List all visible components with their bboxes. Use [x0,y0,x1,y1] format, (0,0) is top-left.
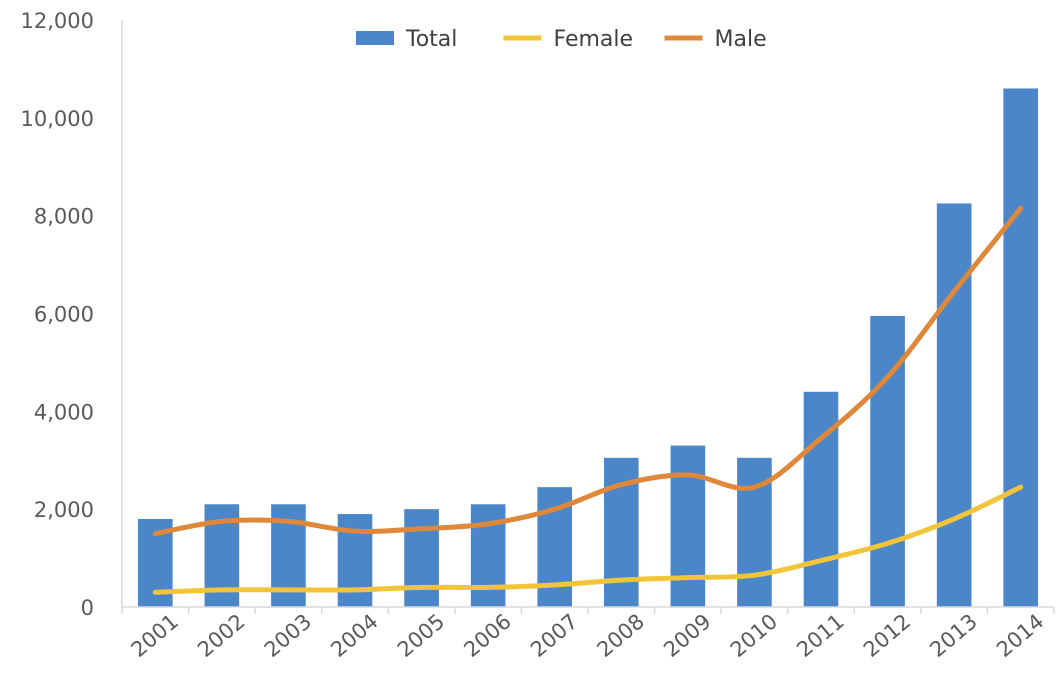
legend-swatch-total [356,31,394,45]
x-tick-label: 2001 [127,609,183,662]
x-tick-label: 2009 [659,609,715,662]
x-tick-label: 2004 [326,609,382,662]
y-axis: 0 2,000 4,000 6,000 8,000 10,000 12,000 [21,9,123,620]
y-tick-label: 4,000 [34,400,94,424]
y-tick-label: 12,000 [21,9,94,33]
x-tick-label: 2005 [393,609,449,662]
line-female [152,484,1024,595]
y-tick-label: 0 [81,596,94,620]
bar-series-total [137,88,1039,607]
bar-total [1003,88,1039,607]
bar-total [936,203,972,607]
legend-label-male: Male [715,27,767,52]
x-tick-label: 2002 [193,609,249,662]
y-tick-label: 2,000 [34,498,94,522]
x-tick-label: 2006 [459,609,515,662]
x-axis: 2001 2002 2003 2004 2005 2006 2007 2008 2009 2010… [121,606,1055,662]
y-tick-label: 8,000 [34,205,94,229]
x-tick-label: 2012 [859,609,915,662]
legend: Total Female Male [356,27,767,52]
x-tick-label: 2008 [593,609,649,662]
x-tick-label: 2013 [925,609,981,662]
legend-label-female: Female [554,27,634,52]
y-tick-label: 6,000 [34,303,94,327]
x-tick-label: 2003 [260,609,316,662]
bar-total [670,445,706,607]
line-male [152,205,1024,537]
x-tick-label: 2007 [526,609,582,662]
bar-total [404,509,439,607]
x-tick-label: 2014 [992,609,1048,662]
bar-total [803,391,839,607]
x-tick-label: 2010 [726,609,782,662]
x-tick-label: 2011 [792,609,848,662]
legend-label-total: Total [405,27,457,52]
line-series [152,205,1024,595]
y-tick-label: 10,000 [21,107,94,131]
